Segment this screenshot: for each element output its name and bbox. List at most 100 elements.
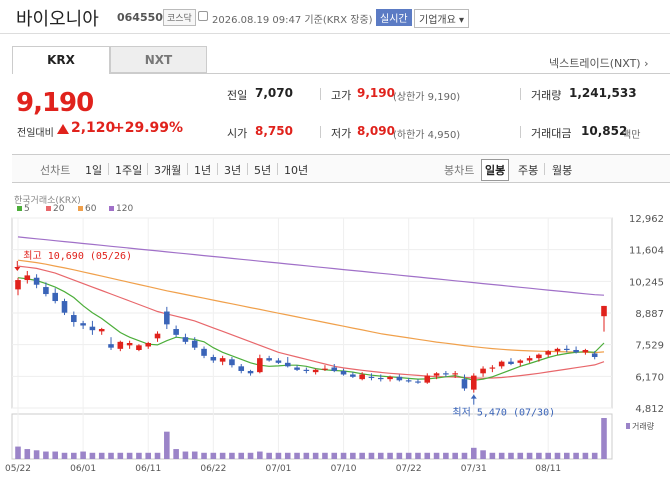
low-value: 8,090: [357, 124, 395, 138]
volume-legend-label: 거래량: [632, 421, 655, 431]
candle-body: [601, 305, 607, 317]
candle-body: [257, 358, 263, 373]
realtime-button[interactable]: 실시간: [376, 9, 412, 26]
candle-body: [117, 341, 124, 349]
candle-body: [573, 349, 579, 353]
candle-body: [210, 356, 217, 361]
candle-body: [173, 329, 179, 335]
chart-source: 한국거래소(KRX): [14, 196, 81, 206]
candle-body: [52, 292, 58, 302]
market-badge: 코스닥: [163, 9, 196, 26]
period-5y[interactable]: 5년: [254, 164, 272, 177]
volume-bar: [238, 452, 245, 459]
period-1d[interactable]: 1일: [85, 164, 103, 177]
candle-body: [564, 348, 570, 350]
legend-ma60: 60: [85, 204, 97, 214]
volume-bar: [452, 452, 458, 459]
period-1w[interactable]: 1주일: [115, 164, 143, 177]
candle-body: [182, 337, 189, 342]
volume-bar: [387, 452, 393, 459]
period-10y[interactable]: 10년: [284, 164, 309, 177]
volume-bar: [601, 418, 607, 459]
volume-bar: [322, 452, 328, 459]
candle-body: [154, 333, 161, 339]
candle-body: [275, 360, 282, 363]
candle-body: [536, 354, 542, 359]
weekly-candle-button[interactable]: 주봉: [518, 164, 539, 177]
candle-body: [452, 373, 458, 375]
candle-body: [582, 349, 589, 353]
volume-bar: [98, 452, 105, 459]
candle-chart-button[interactable]: 봉차트: [444, 164, 475, 177]
candle-body: [191, 340, 198, 348]
candle-body: [461, 379, 468, 389]
period-3m[interactable]: 3개월: [154, 164, 182, 177]
change-value: 2,120: [71, 120, 116, 136]
candle-body: [498, 361, 505, 367]
candle-body: [591, 353, 598, 357]
high-label: 고가: [331, 89, 352, 102]
toolbar-separator: [277, 163, 278, 175]
candle-body: [545, 351, 551, 355]
stock-name: 바이오니아: [16, 9, 99, 30]
y-tick-label: 6,170: [635, 372, 664, 383]
volume-bar: [359, 452, 365, 459]
candle-body: [322, 368, 328, 370]
company-info-dropdown[interactable]: 기업개요 ▾: [414, 9, 469, 28]
toolbar-separator: [544, 163, 545, 175]
up-arrow-icon: [57, 124, 69, 134]
tab-nxt[interactable]: NXT: [110, 46, 207, 73]
moving-average-ma60: [17, 259, 605, 354]
legend-ma120: 120: [116, 204, 134, 214]
volume-bar: [136, 452, 142, 459]
y-tick-label: 10,245: [629, 277, 664, 288]
volume-bar: [173, 449, 179, 459]
x-tick-label: 07/10: [331, 464, 357, 474]
volume-bar: [52, 451, 58, 459]
volume-bar: [340, 452, 347, 459]
y-tick-label: 8,887: [635, 309, 664, 320]
candle-body: [554, 348, 561, 352]
volume-bar: [294, 452, 300, 459]
upper-limit: (상한가 9,190): [393, 92, 461, 103]
legend-swatch-ma20: [46, 206, 51, 211]
volume-bar: [33, 450, 40, 459]
open-label: 시가: [227, 127, 248, 140]
monthly-candle-button[interactable]: 월봉: [552, 164, 573, 177]
period-3y[interactable]: 3년: [224, 164, 242, 177]
y-tick-label: 4,812: [635, 404, 664, 415]
volume-bar: [71, 452, 77, 459]
volume-bar: [350, 452, 356, 459]
daily-candle-button[interactable]: 일봉: [481, 159, 510, 181]
volume-bar: [591, 452, 598, 459]
candle-body: [303, 369, 310, 371]
candle-body: [294, 367, 300, 370]
volume-bar: [303, 452, 310, 459]
volume-bar: [582, 452, 589, 459]
price-chart[interactable]: 12,962 11,604 10,245 8,887 7,529 6,170 4,812 05…: [0, 208, 670, 481]
volume-bar: [80, 451, 86, 459]
stat-divider: [320, 126, 321, 138]
volume-bar: [443, 452, 449, 459]
high-value: 9,190: [357, 86, 395, 100]
legend-swatch-ma120: [109, 206, 114, 211]
x-tick-label: 07/01: [265, 464, 291, 474]
period-1y[interactable]: 1년: [194, 164, 212, 177]
x-tick-label: 06/01: [70, 464, 96, 474]
volume-bar: [536, 452, 542, 459]
volume-bar: [275, 452, 282, 459]
low-label: 저가: [331, 127, 352, 140]
volume-bar: [24, 449, 31, 459]
candle-body: [266, 358, 272, 361]
amount-label: 거래대금: [531, 127, 572, 140]
candle-body: [331, 367, 338, 371]
line-chart-button[interactable]: 선차트: [40, 164, 71, 177]
candle-body: [201, 348, 207, 356]
nxt-link[interactable]: 넥스트레이드(NXT) ›: [549, 57, 649, 70]
toolbar-separator: [247, 163, 248, 175]
tab-krx[interactable]: KRX: [12, 46, 110, 73]
candle-body: [89, 326, 96, 331]
x-tick-label: 06/22: [200, 464, 226, 474]
volume-value: 1,241,533: [569, 86, 637, 100]
volume-bar: [154, 452, 161, 459]
